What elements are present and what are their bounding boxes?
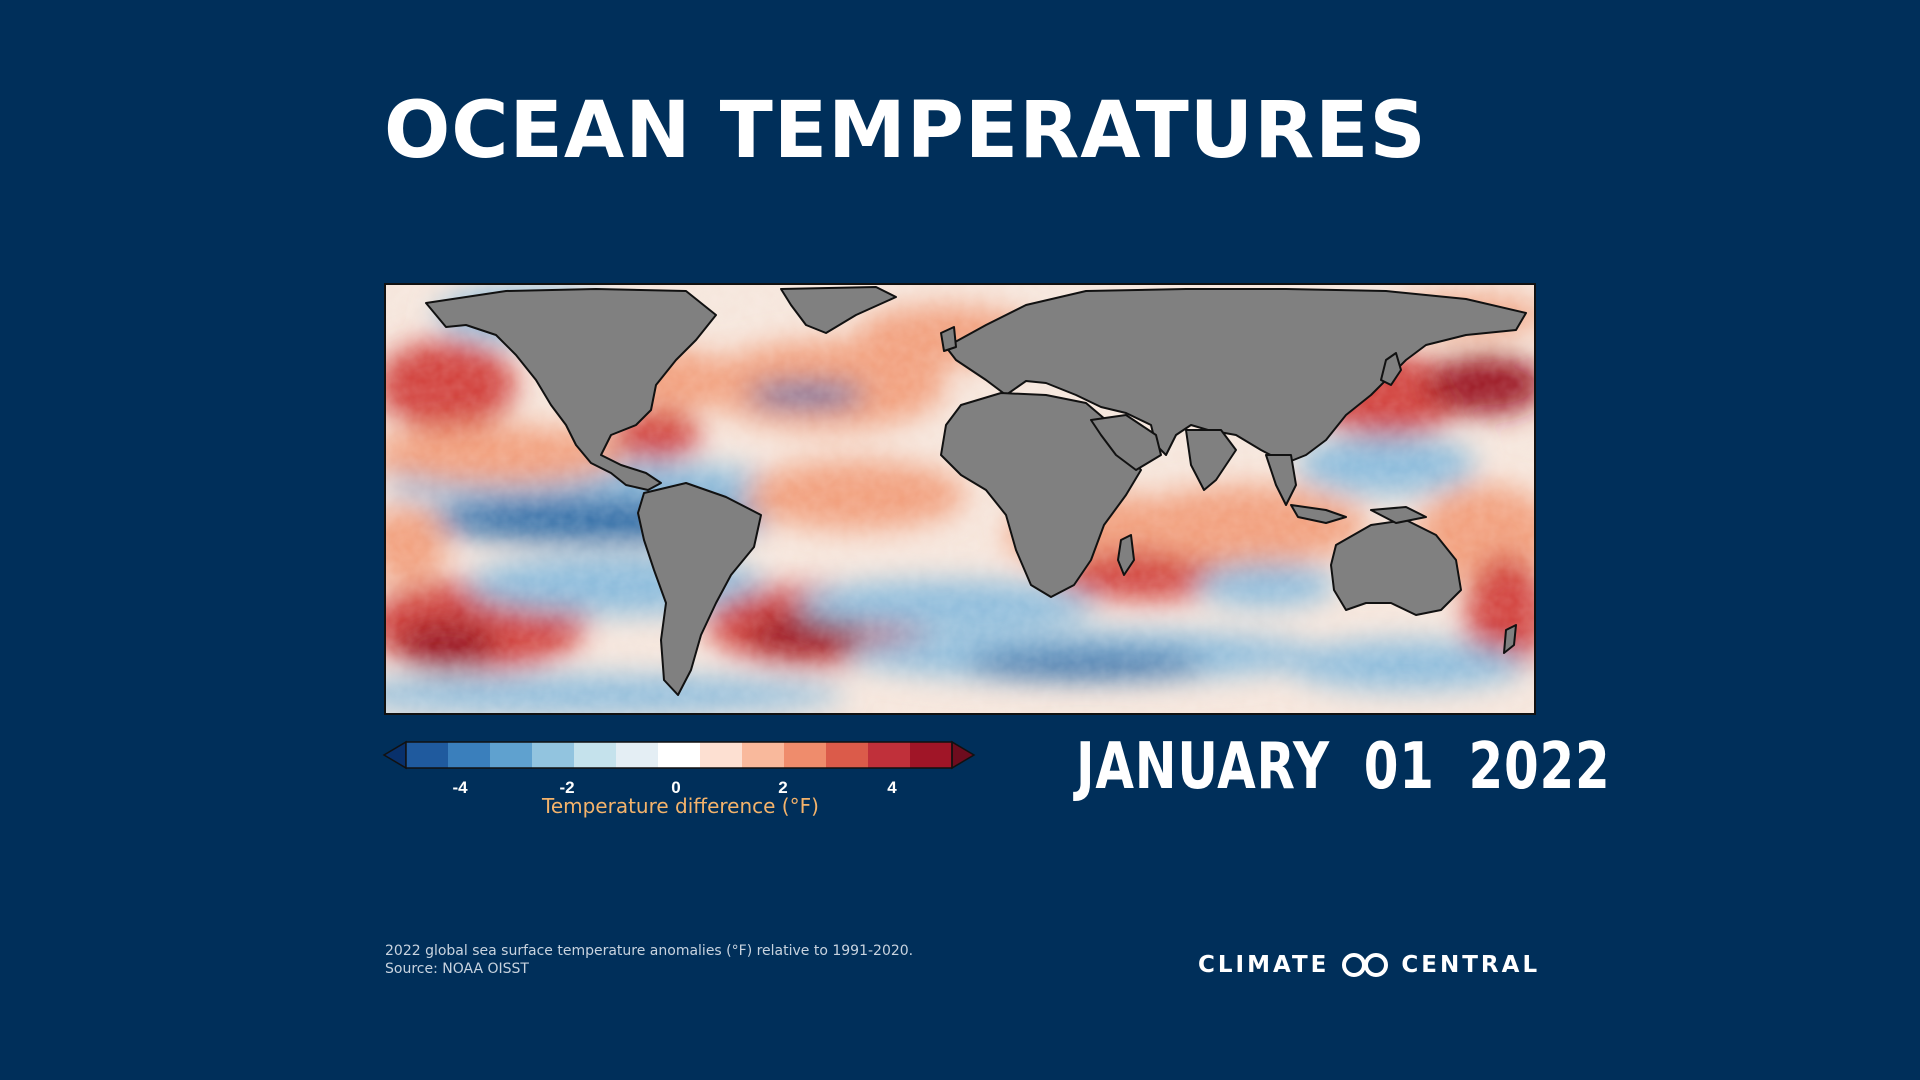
colorbar-tick-2: 2: [778, 778, 788, 797]
colorbar-tick-neg4: -4: [452, 778, 468, 797]
colorbar-segment: [742, 742, 785, 768]
colorbar-frame: [405, 741, 953, 769]
colorbar-segment: [616, 742, 659, 768]
brand-word-left: CLIMATE: [1198, 952, 1330, 978]
southeast-asia: [1265, 454, 1297, 506]
colorbar-segment: [784, 742, 827, 768]
climate-central-rings-icon: [1342, 953, 1389, 977]
africa: [940, 392, 1142, 598]
colorbar-segment: [658, 742, 701, 768]
climate-central-logo: CLIMATE CENTRAL: [1198, 952, 1540, 978]
indonesia: [1290, 504, 1347, 524]
new-zealand: [1503, 624, 1517, 654]
colorbar-label: Temperature difference (°F): [542, 794, 819, 818]
colorbar-segment: [868, 742, 911, 768]
footnote: 2022 global sea surface temperature anom…: [385, 942, 913, 978]
colorbar-segment: [406, 742, 449, 768]
north-america: [425, 288, 717, 491]
date-display: JANUARY 01 2022: [1076, 730, 1611, 804]
footnote-description: 2022 global sea surface temperature anom…: [385, 943, 914, 959]
colorbar-segment: [826, 742, 869, 768]
colorbar-extend-low: [382, 740, 407, 770]
colorbar-extend-high: [951, 740, 976, 770]
continents: [425, 286, 1527, 696]
colorbar-tick-0: 0: [671, 778, 681, 797]
colorbar-scale: [382, 740, 976, 770]
madagascar: [1117, 534, 1135, 576]
south-america: [637, 482, 762, 696]
greenland: [780, 286, 897, 334]
colorbar-segment: [700, 742, 743, 768]
british-isles: [940, 326, 957, 352]
arabian-peninsula: [1090, 414, 1162, 471]
footnote-source: Source: NOAA OISST: [385, 961, 529, 977]
new-guinea: [1370, 506, 1427, 524]
colorbar-segment: [448, 742, 491, 768]
colorbar-tick-neg2: -2: [559, 778, 575, 797]
brand-word-right: CENTRAL: [1401, 952, 1541, 978]
sst-anomaly-map: [384, 283, 1536, 715]
colorbar-segment: [532, 742, 575, 768]
india: [1185, 429, 1237, 491]
colorbar-segment: [490, 742, 533, 768]
world-map: [386, 285, 1534, 713]
japan: [1380, 352, 1402, 386]
colorbar-tick-4: 4: [887, 778, 897, 797]
australia: [1330, 519, 1462, 616]
colorbar-segment: [574, 742, 617, 768]
page-title: OCEAN TEMPERATURES: [384, 86, 1427, 176]
colorbar-segment: [910, 742, 953, 768]
